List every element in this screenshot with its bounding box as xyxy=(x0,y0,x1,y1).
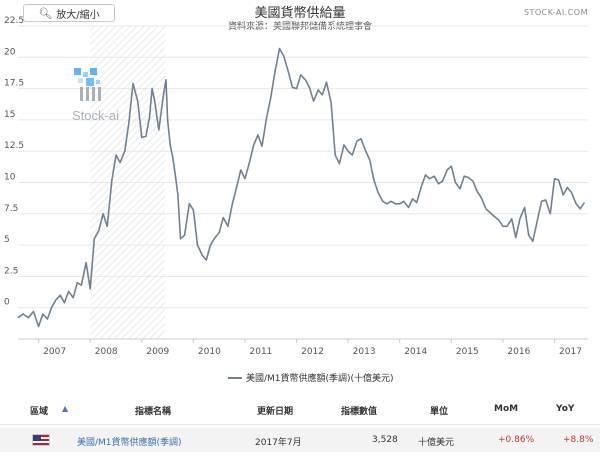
x-tick-label: 2009 xyxy=(146,347,169,357)
indicator-value: 3,528 xyxy=(372,435,398,445)
indicator-unit: 十億美元 xyxy=(418,438,455,448)
watermark-logo: Stock-ai xyxy=(72,68,119,123)
header-region[interactable]: 區域 xyxy=(30,407,49,417)
y-tick-label: 7.5 xyxy=(4,204,18,214)
zoom-button-label: 放大/縮小 xyxy=(56,9,100,21)
y-tick-label: 10 xyxy=(4,173,16,183)
update-date: 2017年7月 xyxy=(255,438,302,448)
y-tick-label: 22.5 xyxy=(4,16,24,26)
chart-subtitle: 資料來源：美國聯邦儲備系統理事會 xyxy=(227,22,372,32)
y-tick-label: 0 xyxy=(4,298,10,308)
table-header: 區域 ▲ 指標名稱 更新日期 指標數值 單位 MoM YoY xyxy=(0,396,600,425)
indicator-table: 區域 ▲ 指標名稱 更新日期 指標數值 單位 MoM YoY 美國/M1貨幣供應… xyxy=(0,396,600,456)
series-line xyxy=(17,47,586,328)
y-tick-label: 2.5 xyxy=(4,266,18,276)
x-tick-label: 2007 xyxy=(43,347,66,357)
legend-label: 美國/M1貨幣供應額(季調)(十億美元) xyxy=(246,372,394,384)
header-name[interactable]: 指標名稱 xyxy=(135,407,172,417)
x-tick-label: 2014 xyxy=(404,347,427,357)
header-value[interactable]: 指標數值 xyxy=(341,407,378,417)
x-tick-label: 2015 xyxy=(456,347,479,357)
header-unit[interactable]: 單位 xyxy=(430,407,449,417)
magnifier-icon: 🔍︎ xyxy=(38,6,53,20)
table-row[interactable]: 美國/M1貨幣供應額(季調) 2017年7月 3,528 十億美元 +0.86%… xyxy=(0,428,600,452)
us-flag-icon xyxy=(32,434,50,446)
y-tick-label: 12.5 xyxy=(4,141,24,151)
y-tick-label: 20 xyxy=(4,47,16,57)
zoom-button[interactable]: 🔍︎ 放大/縮小 xyxy=(23,4,115,22)
header-date[interactable]: 更新日期 xyxy=(257,407,294,417)
mom-change: +0.86% xyxy=(498,435,535,445)
brand-site-text: STOCK-AI.COM xyxy=(523,8,588,17)
header-yoy[interactable]: YoY xyxy=(556,404,575,414)
x-tick-label: 2016 xyxy=(507,347,530,357)
x-axis-ticks: 2007 2008 2009 2010 2011 2012 2013 2014 2015 2016… xyxy=(38,339,582,357)
legend[interactable]: 美國/M1貨幣供應額(季調)(十億美元) xyxy=(228,372,394,384)
x-tick-label: 2013 xyxy=(353,347,376,357)
y-axis-ticks: 22.5 20 17.5 15 12.5 10 7.5 5 2.5 0 xyxy=(4,16,24,308)
yoy-change: +8.8% xyxy=(563,435,594,445)
x-tick-label: 2011 xyxy=(250,347,273,357)
x-tick-label: 2008 xyxy=(95,347,118,357)
y-tick-label: 5 xyxy=(4,235,10,245)
watermark-text: Stock-ai xyxy=(72,108,119,123)
x-tick-label: 2017 xyxy=(559,347,582,357)
indicator-name-link[interactable]: 美國/M1貨幣供應額(季調) xyxy=(77,438,182,448)
header-mom[interactable]: MoM xyxy=(494,404,519,414)
x-tick-label: 2010 xyxy=(198,347,221,357)
y-tick-label: 15 xyxy=(4,110,15,120)
x-tick-label: 2012 xyxy=(301,347,324,357)
chart-title: 美國貨幣供給量 xyxy=(254,6,346,21)
gridlines xyxy=(18,25,588,309)
y-tick-label: 17.5 xyxy=(4,79,24,89)
sort-asc-icon[interactable]: ▲ xyxy=(62,404,69,413)
